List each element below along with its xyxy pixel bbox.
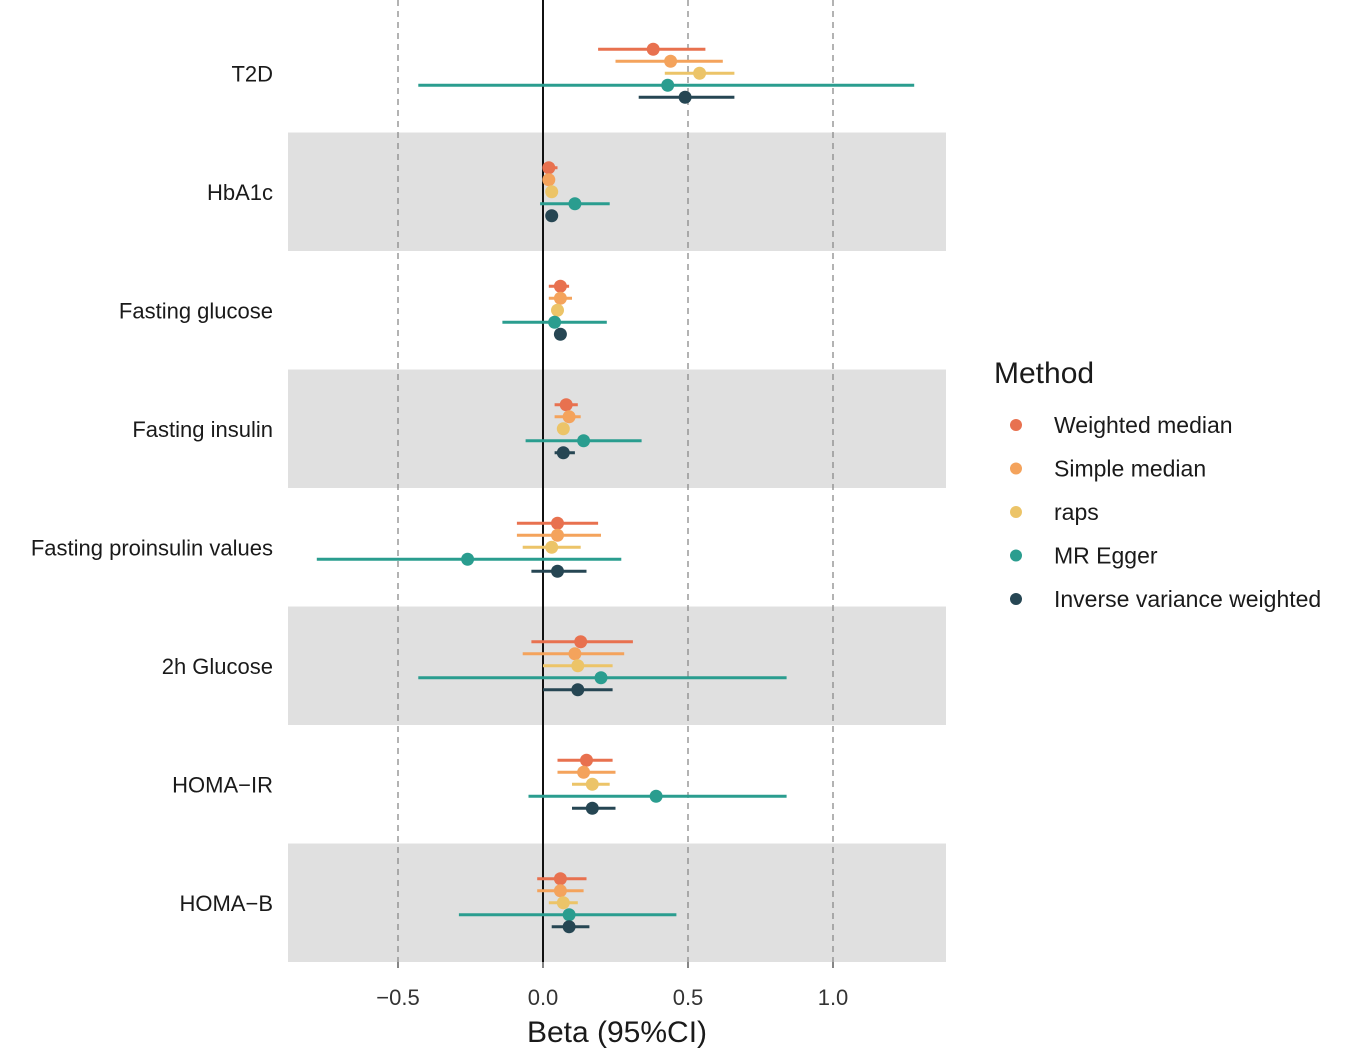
- estimate-point: [551, 564, 564, 578]
- estimate-point: [562, 410, 576, 424]
- y-axis-labels: T2D HbA1c Fasting glucose Fasting insulin Fa…: [31, 61, 273, 916]
- legend-label: raps: [1054, 499, 1099, 525]
- estimate-point: [556, 896, 570, 910]
- estimate-point: [461, 552, 475, 566]
- estimate-point: [562, 920, 576, 934]
- estimate-point: [568, 197, 582, 211]
- y-tick-label: 2h Glucose: [162, 654, 273, 679]
- y-tick-label: HbA1c: [207, 180, 273, 205]
- estimate-point: [553, 327, 567, 341]
- estimate-point: [585, 801, 599, 815]
- estimate-point: [693, 66, 707, 80]
- estimate-point: [577, 765, 591, 779]
- x-tick-label: 1.0: [818, 985, 849, 1010]
- estimate-point: [553, 279, 567, 293]
- y-tick-label: Fasting proinsulin values: [31, 535, 273, 560]
- row-band: [288, 132, 946, 251]
- row-band: [288, 369, 946, 488]
- x-tick-label: −0.5: [376, 985, 419, 1010]
- estimate-point: [545, 209, 559, 223]
- estimate-point: [664, 54, 678, 68]
- estimate-point: [553, 884, 567, 898]
- estimate-point: [556, 446, 570, 460]
- x-axis: −0.5 0.0 0.5 1.0: [376, 962, 848, 1010]
- y-tick-label: HOMA−B: [179, 891, 273, 916]
- legend: Method Weighted median Simple median raps M…: [994, 357, 1321, 612]
- legend-label: MR Egger: [1054, 543, 1158, 569]
- estimate-point: [568, 647, 582, 661]
- estimate-point: [553, 872, 567, 886]
- estimate-point: [594, 671, 608, 685]
- estimate-point: [542, 173, 556, 187]
- legend-label: Simple median: [1054, 456, 1206, 482]
- reference-lines: [397, 0, 834, 962]
- estimate-marks: [316, 42, 915, 934]
- legend-label: Weighted median: [1054, 412, 1233, 438]
- estimate-point: [545, 185, 559, 199]
- estimate-point: [661, 78, 675, 92]
- estimate-point: [542, 161, 556, 175]
- estimate-point: [585, 777, 599, 791]
- y-tick-label: HOMA−IR: [172, 772, 273, 797]
- estimate-point: [649, 789, 663, 803]
- estimate-point: [553, 291, 567, 305]
- legend-key: [1010, 506, 1022, 518]
- row-band: [288, 606, 946, 725]
- legend-title: Method: [994, 357, 1094, 390]
- estimate-point: [551, 303, 564, 317]
- y-tick-label: Fasting insulin: [132, 417, 273, 442]
- estimate-point: [559, 398, 573, 412]
- legend-label: Inverse variance weighted: [1054, 586, 1321, 612]
- estimate-point: [548, 315, 562, 329]
- legend-key: [1010, 593, 1022, 605]
- estimate-point: [571, 683, 585, 697]
- estimate-point: [571, 659, 585, 673]
- row-band: [288, 843, 946, 962]
- estimate-point: [551, 516, 564, 530]
- legend-key: [1010, 462, 1022, 475]
- estimate-point: [577, 434, 591, 448]
- estimate-point: [556, 422, 570, 436]
- y-tick-label: T2D: [231, 61, 273, 86]
- x-tick-label: 0.0: [528, 985, 559, 1010]
- estimate-point: [562, 908, 576, 922]
- estimate-point: [678, 90, 692, 104]
- estimate-point: [551, 528, 564, 542]
- x-axis-title: Beta (95%CI): [527, 1016, 707, 1049]
- estimate-point: [646, 42, 660, 56]
- x-tick-label: 0.5: [673, 985, 704, 1010]
- estimate-point: [580, 753, 593, 767]
- estimate-point: [574, 635, 588, 649]
- legend-key: [1010, 549, 1022, 562]
- panel-bands: [288, 132, 946, 962]
- y-tick-label: Fasting glucose: [119, 298, 273, 323]
- legend-key: [1010, 419, 1022, 431]
- estimate-point: [545, 540, 559, 554]
